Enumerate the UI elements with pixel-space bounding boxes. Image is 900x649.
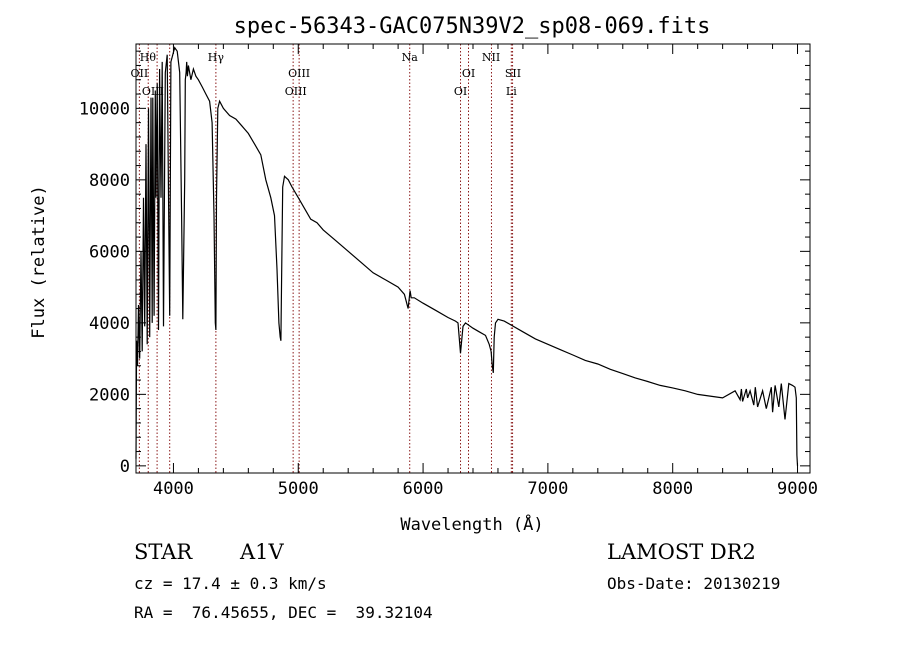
object-class: STAR <box>134 540 193 564</box>
emission-line-markers <box>138 44 514 473</box>
x-tick-label: 6000 <box>403 479 444 499</box>
line-label-9: OIII <box>285 85 307 98</box>
y-tick-label: 0 <box>120 457 130 477</box>
coordinates: RA = 76.45655, DEC = 39.32104 <box>134 603 433 622</box>
line-label-4: OII <box>131 67 149 80</box>
line-label-1: Hγ <box>208 51 225 64</box>
emission-line-labels: Hθ Hγ Na NII OII OIII OI SII OIII OIII OI Li <box>131 51 522 98</box>
survey-name: LAMOST DR2 <box>607 540 756 564</box>
y-tick-label: 2000 <box>89 385 130 405</box>
line-label-6: OI <box>462 67 475 80</box>
line-label-11: Li <box>506 85 517 98</box>
line-label-0: Hθ <box>140 51 157 64</box>
y-axis-ticks: 0 2000 4000 6000 8000 10000 <box>79 50 810 477</box>
plot-frame <box>135 43 811 474</box>
line-label-7: SII <box>505 67 521 80</box>
spectrum-series-line <box>135 46 799 466</box>
x-tick-label: 8000 <box>652 479 693 499</box>
redshift-value: cz = 17.4 ± 0.3 km/s <box>134 574 327 593</box>
object-subclass: A1V <box>240 540 284 564</box>
line-label-2: Na <box>402 51 419 64</box>
line-label-10: OI <box>454 85 467 98</box>
line-label-3: NII <box>482 51 500 64</box>
y-tick-label: 10000 <box>79 99 130 119</box>
chart-title: spec-56343-GAC075N39V2_sp08-069.fits <box>234 14 711 39</box>
line-label-5: OIII <box>288 67 310 80</box>
x-tick-label: 5000 <box>278 479 319 499</box>
x-tick-label: 9000 <box>777 479 818 499</box>
y-tick-label: 4000 <box>89 314 130 334</box>
y-tick-label: 8000 <box>89 171 130 191</box>
observation-date: Obs-Date: 20130219 <box>607 574 781 593</box>
x-tick-label: 4000 <box>153 479 194 499</box>
y-tick-label: 6000 <box>89 242 130 262</box>
x-axis-ticks: 4000 5000 6000 7000 8000 9000 <box>153 44 818 499</box>
y-axis-label: Flux (relative) <box>29 185 49 339</box>
x-tick-label: 7000 <box>527 479 568 499</box>
x-axis-label: Wavelength (Å) <box>400 513 543 535</box>
line-label-8: OIII <box>142 85 164 98</box>
